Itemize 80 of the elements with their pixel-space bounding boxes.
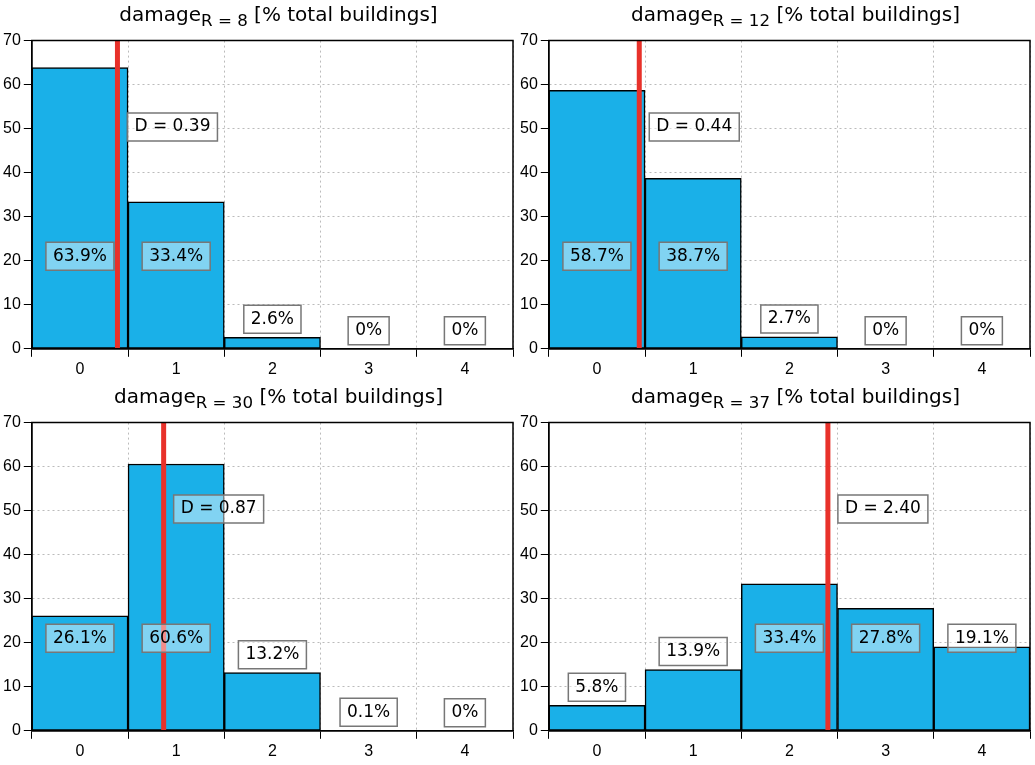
x-tick-label: 1 (688, 741, 698, 759)
x-tick-label: 3 (364, 741, 374, 759)
data-label: 2.6% (250, 307, 294, 328)
y-tick-label: 40 (3, 545, 21, 563)
y-tick-label: 70 (520, 31, 538, 49)
data-label: 0% (355, 319, 383, 340)
data-label: 13.2% (245, 643, 300, 664)
y-tick-label: 50 (520, 501, 538, 519)
y-tick-label: 70 (3, 413, 21, 431)
x-tick-label: 3 (881, 741, 891, 759)
y-tick-label: 50 (3, 119, 21, 137)
ref-line-label: D = 0.87 (180, 497, 257, 518)
data-label: 63.9% (52, 244, 107, 265)
x-tick-label: 0 (592, 359, 602, 377)
data-label: 0% (451, 701, 479, 722)
x-tick-label: 4 (460, 741, 470, 759)
data-label: 27.8% (858, 626, 913, 647)
y-tick-label: 50 (520, 119, 538, 137)
chart-title: damage$_{R = 8}$ [% total buildings] (118, 2, 439, 30)
chart-title: damage$_{R = 12}$ [% total buildings] (630, 2, 961, 30)
data-label: 58.7% (569, 244, 624, 265)
x-tick-label: 1 (171, 741, 181, 759)
x-tick-label: 3 (364, 359, 374, 377)
x-tick-label: 1 (688, 359, 698, 377)
x-tick-label: 4 (977, 359, 987, 377)
data-label: 0% (968, 319, 996, 340)
data-label: 60.6% (149, 626, 204, 647)
data-label: 0% (451, 319, 479, 340)
x-tick-label: 0 (75, 741, 85, 759)
data-label: 0.1% (347, 700, 391, 721)
x-tick-label: 3 (881, 359, 891, 377)
data-label: 2.7% (767, 307, 811, 328)
y-tick-label: 10 (520, 677, 538, 695)
y-tick-label: 40 (520, 545, 538, 563)
y-tick-label: 0 (528, 721, 538, 739)
y-tick-label: 0 (528, 339, 538, 357)
x-tick-label: 4 (460, 359, 470, 377)
y-tick-label: 70 (3, 31, 21, 49)
chart-title: damage$_{R = 30}$ [% total buildings] (113, 384, 444, 412)
y-tick-label: 20 (520, 633, 538, 651)
y-tick-label: 10 (520, 295, 538, 313)
x-tick-label: 2 (784, 741, 794, 759)
data-label: 26.1% (52, 626, 107, 647)
y-tick-label: 40 (520, 163, 538, 181)
y-tick-label: 10 (3, 677, 21, 695)
y-tick-label: 60 (3, 75, 21, 93)
data-label: 0% (872, 319, 900, 340)
y-tick-label: 30 (520, 207, 538, 225)
ref-line-label: D = 0.44 (656, 115, 733, 136)
ref-line-label: D = 0.39 (134, 115, 211, 136)
data-label: 33.4% (762, 626, 817, 647)
chart-title: damage$_{R = 37}$ [% total buildings] (630, 384, 961, 412)
y-tick-label: 50 (3, 501, 21, 519)
x-tick-label: 2 (784, 359, 794, 377)
data-label: 38.7% (666, 244, 721, 265)
y-tick-label: 0 (11, 721, 21, 739)
y-tick-label: 30 (520, 589, 538, 607)
y-tick-label: 60 (3, 457, 21, 475)
y-tick-label: 10 (3, 295, 21, 313)
x-tick-label: 0 (75, 359, 85, 377)
data-label: 33.4% (149, 244, 204, 265)
x-tick-label: 1 (171, 359, 181, 377)
data-label: 5.8% (575, 675, 619, 696)
ref-line-label: D = 2.40 (844, 497, 921, 518)
y-tick-label: 20 (3, 251, 21, 269)
y-tick-label: 30 (3, 589, 21, 607)
data-label: 13.9% (666, 640, 721, 661)
y-tick-label: 60 (520, 75, 538, 93)
y-tick-label: 20 (520, 251, 538, 269)
y-tick-label: 30 (3, 207, 21, 225)
y-tick-label: 20 (3, 633, 21, 651)
y-tick-label: 60 (520, 457, 538, 475)
data-label: 19.1% (954, 626, 1009, 647)
y-tick-label: 70 (520, 413, 538, 431)
x-tick-label: 2 (267, 741, 277, 759)
x-tick-label: 4 (977, 741, 987, 759)
x-tick-label: 0 (592, 741, 602, 759)
x-tick-label: 2 (267, 359, 277, 377)
y-tick-label: 0 (11, 339, 21, 357)
y-tick-label: 40 (3, 163, 21, 181)
